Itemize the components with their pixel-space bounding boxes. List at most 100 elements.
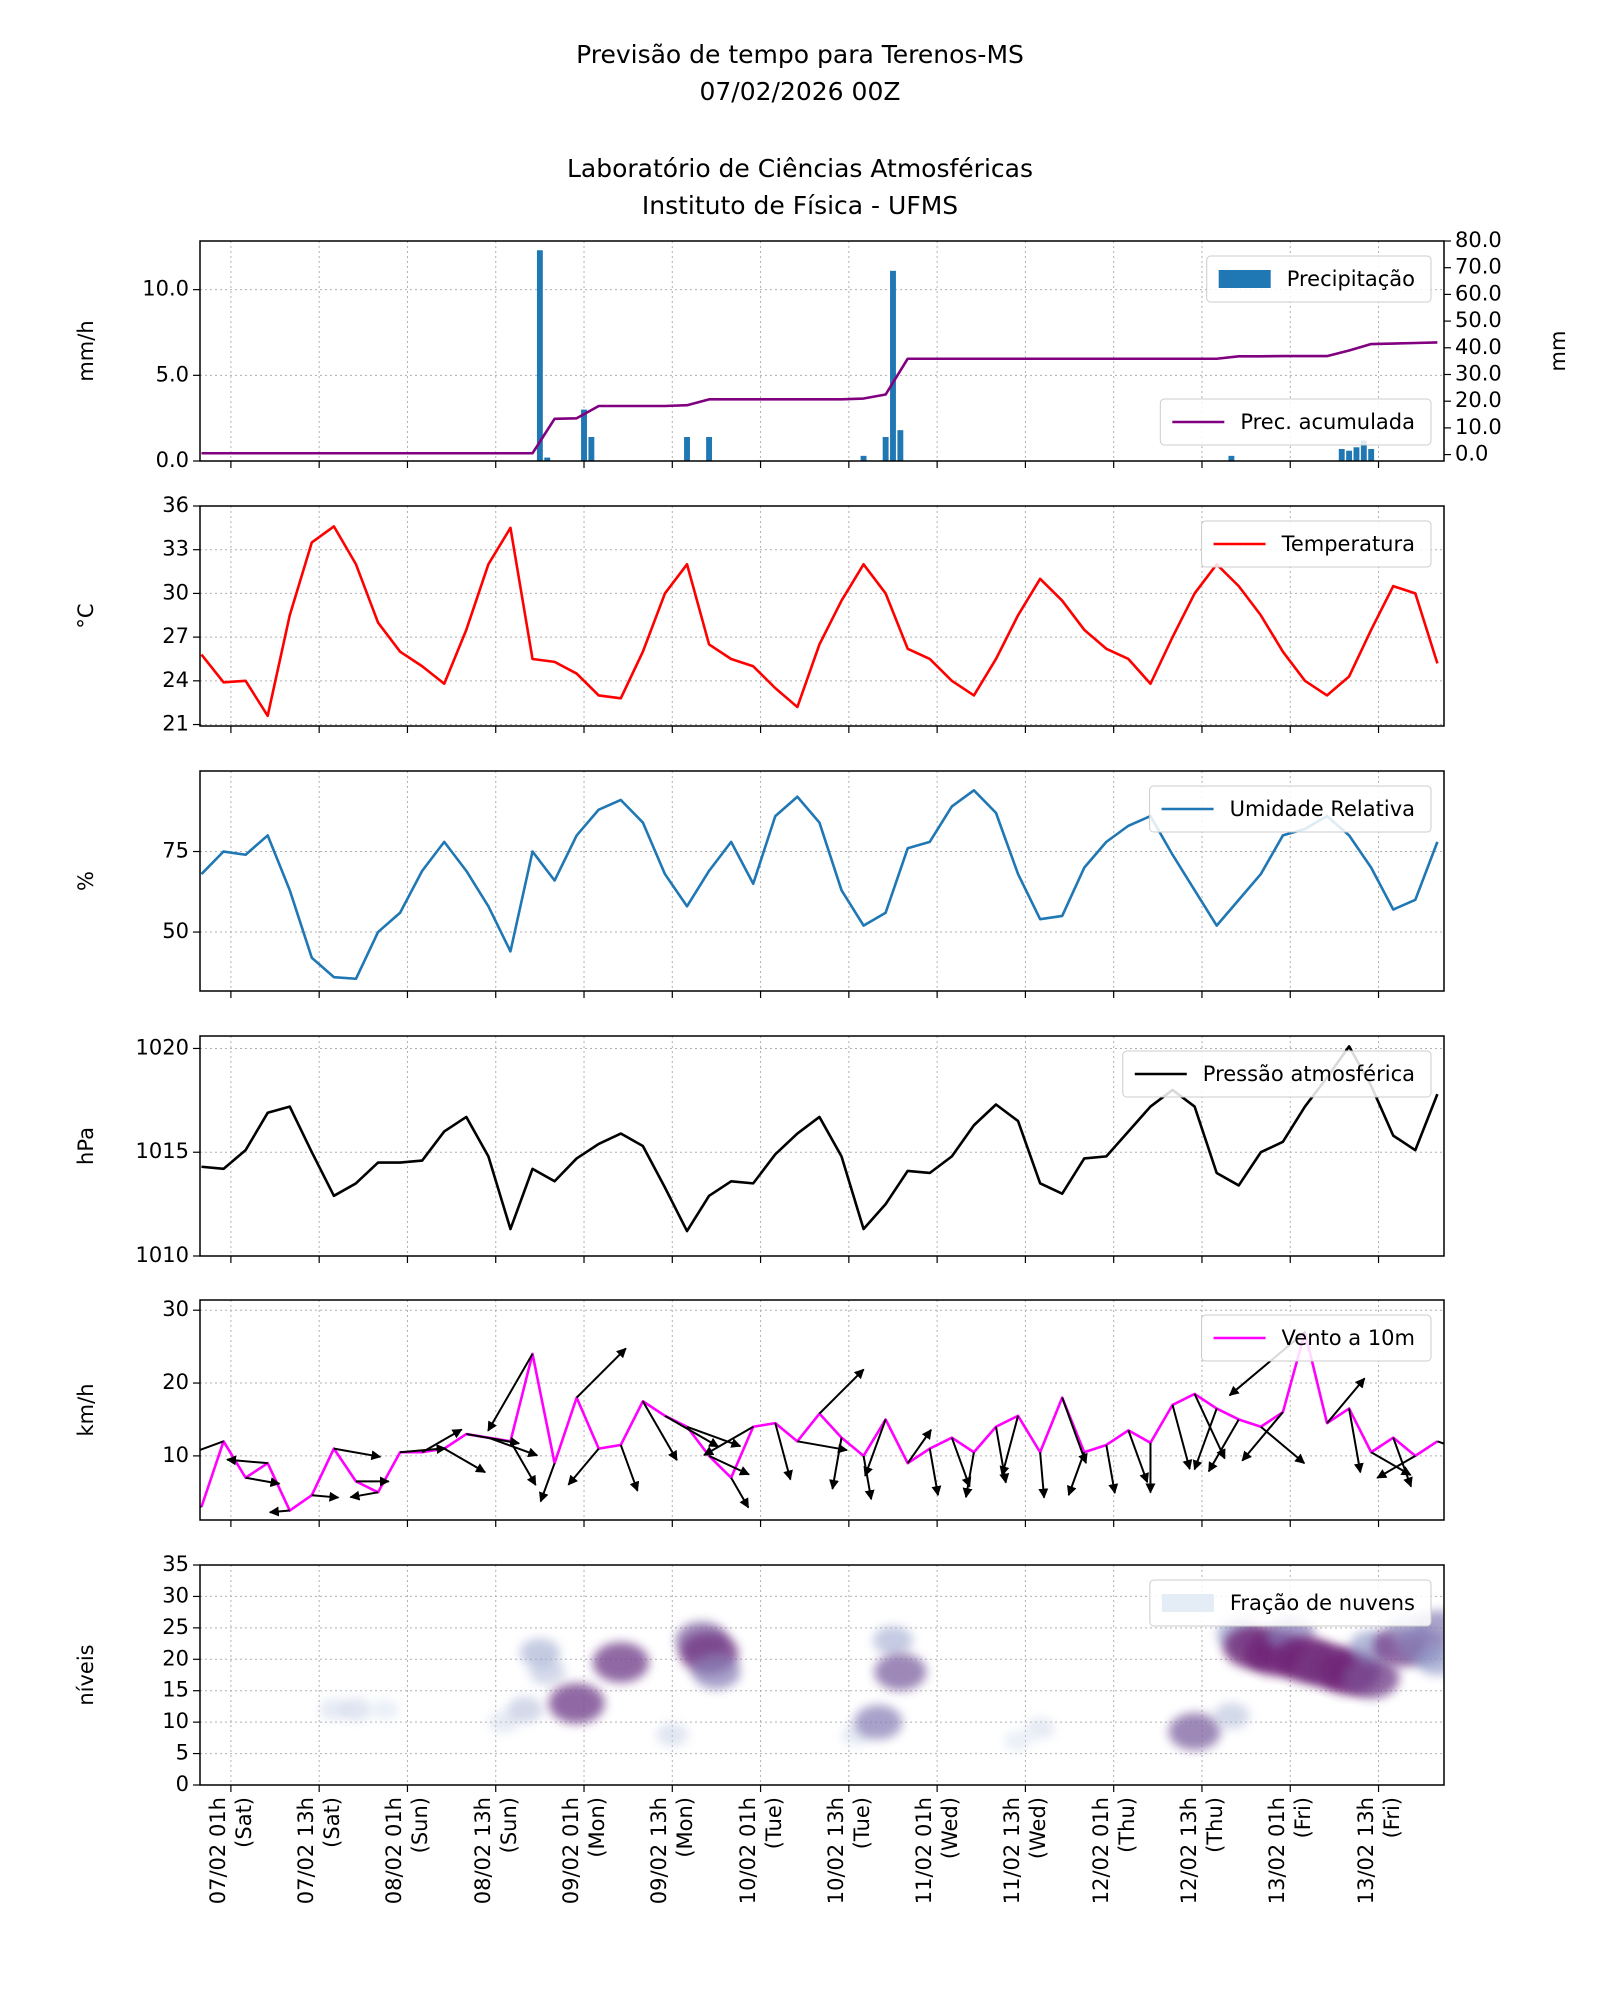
panel-frame <box>199 770 1445 992</box>
wind-arrow <box>928 1448 942 1497</box>
panel-frame <box>199 1564 1445 1786</box>
y-tick-label: 0 <box>176 1772 189 1796</box>
x-tick-label: 12/02 13h (Thu) <box>1176 1797 1227 1905</box>
y-tick-label: 20 <box>162 1370 189 1394</box>
bar <box>1338 449 1345 461</box>
cloud-cell <box>529 1658 566 1686</box>
panel: 10 20 30 km/h Vento a 10m <box>74 1297 1445 1527</box>
x-tick-label: 09/02 01h (Mon) <box>559 1797 609 1905</box>
wind-arrow <box>443 1447 486 1474</box>
panel: 21 24 27 30 33 36 °C Temperatura <box>74 493 1445 736</box>
wind-arrow <box>829 1437 843 1490</box>
x-tick-label: 10/02 13h (Tue) <box>823 1797 874 1905</box>
wind-arrow <box>994 1426 1010 1484</box>
wind-arrow <box>863 1419 887 1477</box>
y2-tick-label: 70.0 <box>1455 255 1502 279</box>
bar <box>1228 455 1235 461</box>
wind-arrow <box>950 1437 972 1488</box>
bar <box>897 430 904 461</box>
legend-swatch <box>1218 270 1271 288</box>
x-tick-label: 09/02 13h (Mon) <box>647 1797 698 1905</box>
legend: Prec. acumulada <box>1159 398 1432 446</box>
wind-arrow <box>1326 1377 1366 1424</box>
cloud-cell <box>874 1653 927 1691</box>
y-tick-label: 15 <box>162 1678 189 1702</box>
legend-label: Precipitação <box>1287 267 1415 291</box>
legend-box <box>1159 398 1432 446</box>
wind-arrow <box>703 1425 754 1457</box>
wind-arrow <box>226 1455 268 1466</box>
x-tick-label: 08/02 13h (Sun) <box>470 1797 521 1905</box>
x-tick-label: 12/02 01h (Thu) <box>1088 1797 1139 1905</box>
cloud-cell <box>1025 1717 1056 1740</box>
plot-area <box>201 1045 1439 1233</box>
cloud-cell <box>339 1697 372 1722</box>
wind-arrow <box>708 1454 750 1476</box>
y2-tick-label: 40.0 <box>1455 335 1502 359</box>
y2-tick-label: 30.0 <box>1455 361 1502 385</box>
cloud-cell <box>1004 1730 1033 1752</box>
bar <box>1353 447 1360 461</box>
wind-arrow <box>1207 1418 1240 1473</box>
wind-arrow <box>686 1425 742 1448</box>
wind-arrow <box>509 1440 537 1486</box>
wind-arrow <box>774 1422 793 1481</box>
plot-area <box>200 789 1439 981</box>
wind-arrow <box>1067 1451 1086 1497</box>
wind-arrow <box>567 1447 600 1486</box>
y-tick-label: 21 <box>162 712 189 736</box>
wind-arrow <box>999 1415 1020 1477</box>
wind-arrow <box>349 1490 379 1501</box>
y-tick-label: 30 <box>162 1583 189 1607</box>
title: Previsão de tempo para Terenos-MS <box>576 40 1024 69</box>
legend-label: Pressão atmosférica <box>1203 1062 1415 1086</box>
bar <box>581 409 587 461</box>
cloud-cell <box>1343 1657 1400 1699</box>
cloud-cell <box>371 1699 400 1720</box>
legend-label: Temperatura <box>1281 532 1415 556</box>
legend-box <box>1149 785 1432 833</box>
cloud-cell <box>507 1696 544 1723</box>
y-tick-label: 27 <box>162 624 189 648</box>
wind-arrow <box>200 1505 202 1508</box>
wind-arrow <box>1241 1411 1284 1462</box>
legend: Temperatura <box>1201 520 1432 568</box>
line <box>200 525 1439 718</box>
legend-swatch <box>1161 1594 1214 1612</box>
wind-arrow <box>245 1476 281 1488</box>
x-tick-label: 13/02 01h (Fri) <box>1265 1797 1316 1905</box>
y-tick-label: 10 <box>162 1443 189 1467</box>
wind-arrow <box>862 1455 875 1501</box>
y2-tick-label: 60.0 <box>1455 281 1502 305</box>
cloud-cell <box>656 1722 689 1747</box>
cloud-cell <box>318 1698 349 1721</box>
legend-box <box>1201 520 1432 568</box>
wind-arrow <box>1376 1455 1416 1479</box>
y-tick-label: 35 <box>162 1552 189 1576</box>
x-tick-label: 11/02 13h (Wed) <box>1000 1797 1051 1905</box>
panel-frame <box>199 1299 1445 1521</box>
bar <box>890 270 896 461</box>
wind-arrow <box>1038 1452 1049 1499</box>
legend-label: Prec. acumulada <box>1240 410 1415 434</box>
legend-label: Fração de nuvens <box>1230 1591 1415 1615</box>
bar <box>706 437 713 461</box>
y-tick-label: 10.0 <box>142 277 189 301</box>
wind-arrow <box>575 1347 627 1399</box>
y-axis-label: °C <box>74 603 98 628</box>
wind-arrow <box>200 1440 224 1451</box>
wind-arrow <box>1260 1425 1306 1465</box>
legend-box <box>1149 1579 1432 1627</box>
plot-area <box>200 525 1439 718</box>
x-tick-label: 07/02 01h (Sat) <box>205 1797 256 1905</box>
legend: Fração de nuvens <box>1149 1579 1432 1627</box>
y2-tick-label: 80.0 <box>1455 228 1502 252</box>
cloud-cell <box>1213 1702 1250 1730</box>
wind-arrow <box>1370 1451 1412 1476</box>
y-tick-label: 75 <box>162 839 189 863</box>
x-tick-label: 11/02 01h (Wed) <box>912 1797 963 1905</box>
y-tick-label: 25 <box>162 1615 189 1639</box>
y-tick-label: 1015 <box>136 1139 189 1163</box>
legend: Vento a 10m <box>1201 1314 1432 1362</box>
